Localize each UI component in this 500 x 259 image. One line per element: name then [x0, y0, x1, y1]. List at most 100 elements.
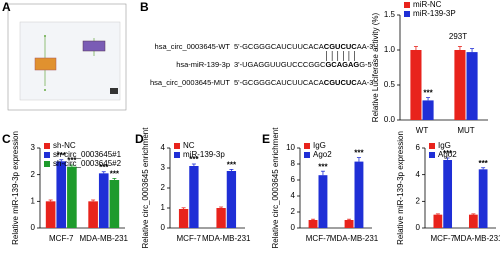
legend-swatch	[429, 152, 435, 158]
legend-swatch	[304, 152, 310, 158]
y-tick-label: 1.5	[384, 10, 396, 19]
y-tick-label: 1	[161, 203, 166, 212]
legend-swatch	[404, 11, 410, 17]
x-tick-label: MCF-7	[306, 234, 331, 243]
y-tick-label: 8	[291, 159, 296, 168]
significance: ***	[443, 149, 453, 158]
legend-swatch	[429, 143, 435, 149]
y-tick-label: 0	[291, 223, 296, 232]
x-tick-label: MDA-MB-231	[454, 234, 500, 243]
bar	[478, 169, 488, 228]
bar	[109, 180, 120, 228]
y-tick-label: 2	[161, 183, 166, 192]
error-bar	[69, 164, 74, 167]
significance: ***	[110, 170, 120, 179]
chart: 0 2 4 6 8 10 Relative circ_0003645 enrichment M…	[271, 127, 379, 249]
y-axis-label: Relative miR-139-3p expression	[11, 131, 20, 245]
error-bar	[181, 207, 186, 209]
error-bar	[91, 199, 96, 202]
sequence-part: 3'-UGAGGUUGUCCCGGC	[234, 60, 326, 69]
error-bar	[59, 159, 64, 162]
error-bar	[481, 167, 486, 170]
legend-swatch	[404, 2, 410, 8]
sequence: 5'-GCGGGCAUCUUCACACGUCUCAA-3'	[234, 42, 375, 51]
error-bar	[426, 97, 431, 101]
error-bar	[311, 218, 316, 220]
x-tick-label: MCF-7	[431, 234, 456, 243]
bar	[422, 100, 434, 120]
legend-label: IgG	[313, 141, 326, 150]
error-bar	[112, 177, 117, 180]
bar	[178, 209, 189, 228]
bar	[308, 220, 318, 228]
error-bar	[471, 213, 476, 215]
sequence: 3'-UGAGGUUGUCCCGGCGCAGAGG-5'	[234, 60, 374, 69]
legend-label: miR-NC	[413, 0, 442, 9]
bar	[98, 173, 109, 228]
bar	[67, 166, 77, 228]
significance: ***	[478, 159, 488, 168]
bar	[226, 171, 237, 228]
y-tick-label: 6	[416, 143, 421, 152]
box	[82, 40, 106, 52]
outlier	[44, 35, 46, 37]
sequence-part: GCAGAG	[325, 60, 359, 69]
legend-label: Ago2	[313, 150, 332, 159]
y-tick-label: 3	[31, 143, 36, 152]
x-tick-label: MDA-MB-231	[330, 234, 379, 243]
y-tick-label: 4	[416, 170, 421, 179]
y-axis-label: Relative Luciferase activity (%)	[371, 12, 380, 122]
y-axis-label: Relative circ_0003645 enrichment	[271, 127, 280, 249]
error-bar	[445, 157, 450, 160]
y-tick-label: 6	[291, 175, 296, 184]
x-tick-label: MDA-MB-231	[202, 234, 251, 243]
y-axis-label: Relative circ_0003645 enrichment	[141, 127, 150, 249]
bar	[344, 220, 354, 228]
bar	[466, 52, 478, 120]
x-tick-label: MUT	[457, 126, 474, 135]
legend-swatch	[44, 152, 50, 158]
significance: ***	[99, 163, 109, 172]
legend-label: sh-circ_0003645#2	[53, 159, 122, 168]
y-tick-label: 1.0	[384, 45, 396, 54]
y-tick-label: 4	[291, 191, 296, 200]
significance: ***	[318, 162, 328, 171]
sequence-diagram: hsa_circ_0003645-WT 5'-GCGGGCAUCUUCACACGU…	[150, 42, 375, 87]
y-tick-label: 0	[161, 223, 166, 232]
error-bar	[356, 157, 361, 162]
panel-label: B	[140, 0, 149, 14]
chart: 0 1 2 3 4 Relative circ_0003645 enrichment MCF…	[141, 127, 251, 249]
bar	[354, 161, 364, 228]
bar	[56, 161, 67, 228]
y-tick-label: 3	[161, 163, 166, 172]
significance: ***	[189, 155, 199, 164]
chart: 0.0 0.5 1.0 1.5 Relative Luciferase activity…	[371, 0, 488, 135]
error-bar	[413, 46, 418, 50]
error-bar	[470, 48, 475, 53]
bar	[189, 166, 199, 228]
panel-label: E	[262, 132, 270, 146]
legend-label: sh-NC	[53, 141, 76, 150]
error-bar	[191, 163, 196, 166]
bar	[410, 50, 422, 120]
box	[34, 57, 57, 71]
significance: ***	[423, 89, 433, 98]
significance: ***	[67, 156, 77, 165]
error-bar	[435, 213, 440, 215]
sequence-part: 5'-GCGGGCAUCUUCACA	[234, 42, 324, 51]
x-tick-label: MDA-MB-231	[80, 234, 129, 243]
y-tick-label: 2	[291, 207, 296, 216]
icon	[110, 88, 118, 94]
chart: 0 1 2 3 Relative miR-139-3p expression MCF-7 M…	[11, 131, 128, 245]
bar	[45, 201, 56, 228]
y-tick-label: 1	[31, 196, 36, 205]
sequence-part: 5'-GCGGGCAUCUUCACA	[234, 78, 324, 87]
panel-label: C	[2, 132, 11, 146]
legend-label: miR-139-3P	[413, 9, 456, 18]
legend-label: IgG	[438, 141, 451, 150]
bar	[454, 50, 466, 120]
y-tick-label: 2	[416, 196, 421, 205]
legend-swatch	[304, 143, 310, 149]
legend-label: miR-139-3p	[183, 150, 225, 159]
bar	[88, 201, 98, 228]
